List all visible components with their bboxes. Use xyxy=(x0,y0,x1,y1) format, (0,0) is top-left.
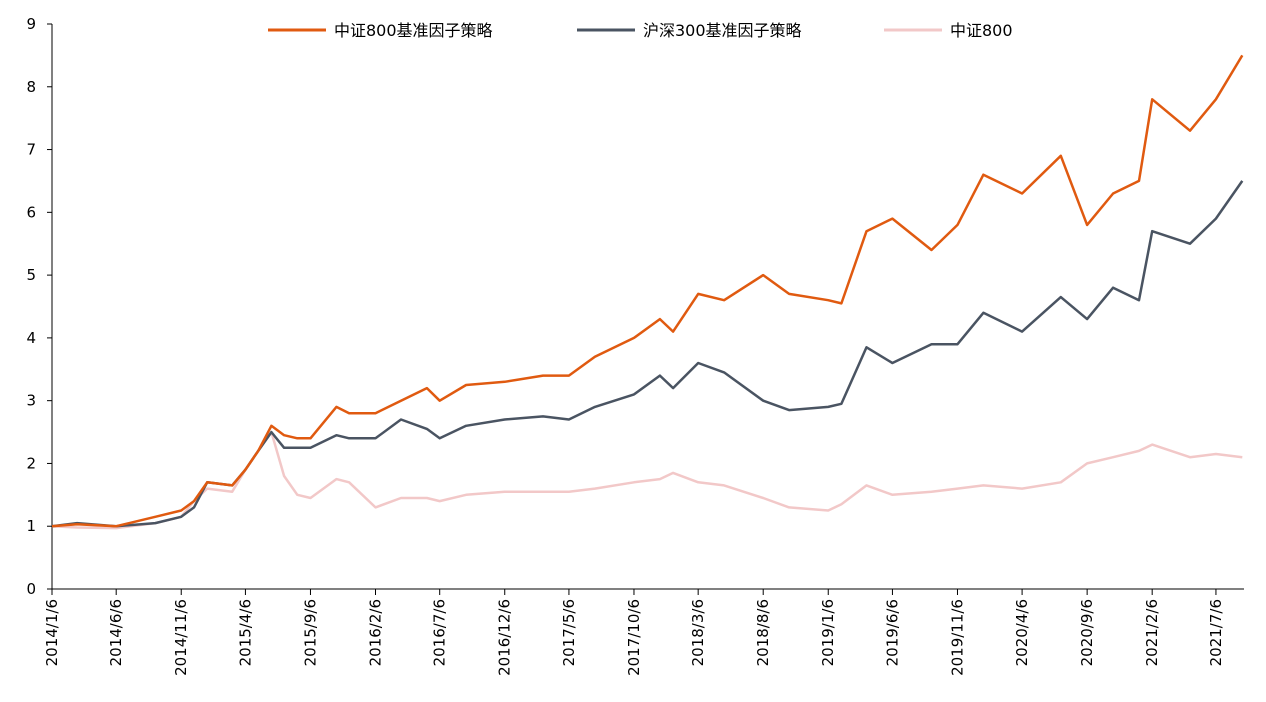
y-tick-label: 2 xyxy=(26,454,36,472)
x-tick-label: 2014/6/6 xyxy=(107,599,125,666)
x-tick-label: 2014/11/6 xyxy=(172,599,190,676)
y-tick-label: 6 xyxy=(26,203,36,221)
y-tick-label: 5 xyxy=(26,266,36,284)
y-tick-label: 0 xyxy=(26,580,36,598)
y-tick-label: 4 xyxy=(26,329,36,347)
y-tick-label: 7 xyxy=(26,141,36,159)
x-tick-label: 2017/10/6 xyxy=(625,599,643,676)
x-tick-label: 2014/1/6 xyxy=(43,599,61,666)
y-tick-label: 3 xyxy=(26,392,36,410)
x-tick-label: 2021/7/6 xyxy=(1207,599,1225,666)
x-tick-label: 2016/12/6 xyxy=(496,599,514,676)
series-line-1 xyxy=(51,54,1244,528)
y-tick-label: 8 xyxy=(26,78,36,96)
series-line-3 xyxy=(51,430,1243,530)
y-tick-label: 1 xyxy=(26,517,36,535)
x-tick-label: 2019/1/6 xyxy=(819,599,837,666)
x-tick-label: 2018/8/6 xyxy=(754,599,772,666)
legend-label-series-1: 中证800基准因子策略 xyxy=(334,21,493,40)
x-tick-label: 2018/3/6 xyxy=(689,599,707,666)
x-tick-label: 2015/9/6 xyxy=(301,599,319,666)
x-tick-label: 2017/5/6 xyxy=(560,599,578,666)
series-group xyxy=(51,54,1244,530)
legend: 中证800基准因子策略 沪深300基准因子策略 中证800 xyxy=(268,21,1013,40)
x-tick-label: 2019/6/6 xyxy=(883,599,901,666)
x-tick-label: 2020/9/6 xyxy=(1078,599,1096,666)
y-axis: 0 1 2 3 4 5 6 7 8 9 xyxy=(26,15,53,598)
x-tick-label: 2015/4/6 xyxy=(236,599,254,666)
series-line-2 xyxy=(51,180,1244,528)
x-axis: 2014/1/6 2014/6/6 2014/11/6 2015/4/6 2015/9/… xyxy=(43,588,1244,676)
y-tick-label: 9 xyxy=(26,15,36,33)
x-tick-label: 2016/7/6 xyxy=(431,599,449,666)
x-tick-label: 2016/2/6 xyxy=(367,599,385,666)
x-tick-label: 2019/11/6 xyxy=(948,599,966,676)
legend-label-series-3: 中证800 xyxy=(950,21,1013,40)
legend-label-series-2: 沪深300基准因子策略 xyxy=(643,21,802,40)
x-tick-label: 2021/2/6 xyxy=(1143,599,1161,666)
x-tick-label: 2020/4/6 xyxy=(1013,599,1031,666)
